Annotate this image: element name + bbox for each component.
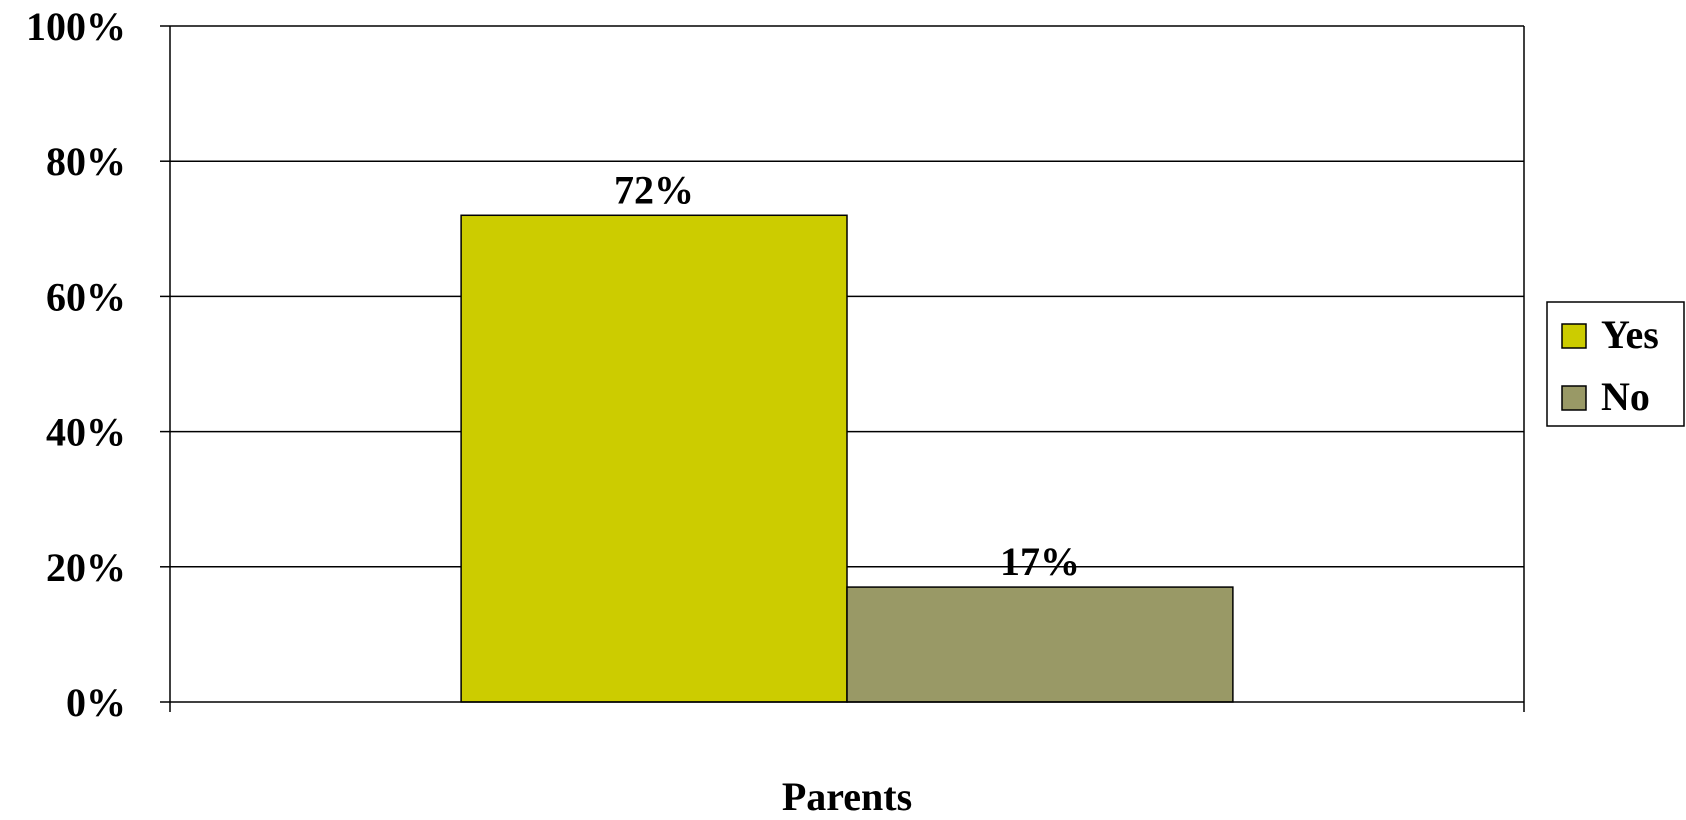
legend-label-yes: Yes <box>1601 312 1659 357</box>
legend-swatch-yes <box>1561 323 1587 349</box>
data-label: 17% <box>1000 539 1080 584</box>
category-label: Parents <box>782 774 912 815</box>
y-tick-label: 20% <box>46 545 126 590</box>
y-tick-label: 80% <box>46 139 126 184</box>
legend: Yes No <box>1546 301 1685 427</box>
y-tick-label: 0% <box>66 680 126 725</box>
category-labels: Parents <box>782 774 912 819</box>
legend-swatch-no <box>1561 385 1587 411</box>
bars <box>460 214 1234 703</box>
data-labels: 72% 17% <box>614 167 1080 584</box>
y-tick-label: 100% <box>26 4 126 49</box>
axes <box>160 25 1525 712</box>
data-label: 72% <box>614 167 694 212</box>
bar-no <box>846 586 1234 703</box>
y-tick-labels: 0% 20% 40% 60% 80% 100% <box>26 4 126 725</box>
y-tick-label: 60% <box>46 274 126 319</box>
bar-yes <box>460 214 848 703</box>
legend-label-no: No <box>1601 374 1650 419</box>
y-tick-label: 40% <box>46 410 126 455</box>
